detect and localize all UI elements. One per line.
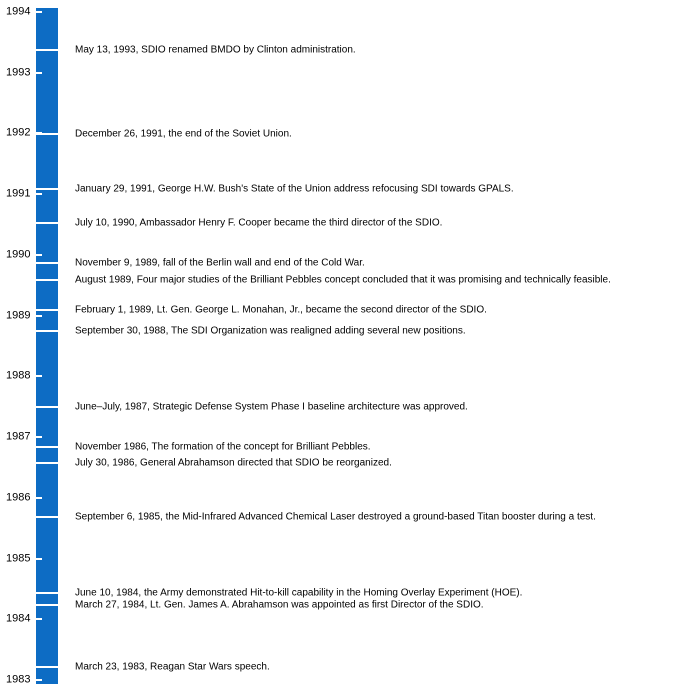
event-label: July 10, 1990, Ambassador Henry F. Coope… xyxy=(75,217,443,229)
timeline-bar xyxy=(36,8,58,684)
year-tick-label: 1985 xyxy=(6,552,31,565)
event-tick-mark xyxy=(36,603,58,606)
event-tick-mark xyxy=(36,262,58,265)
event-tick-mark xyxy=(36,461,58,464)
year-tick-mark xyxy=(36,71,42,74)
event-tick-mark xyxy=(36,405,58,408)
year-tick-label: 1988 xyxy=(6,369,31,382)
year-tick-label: 1992 xyxy=(6,126,31,139)
year-tick-label: 1990 xyxy=(6,248,31,261)
year-tick-label: 1986 xyxy=(6,491,31,504)
event-tick-mark xyxy=(36,309,58,312)
year-tick-mark xyxy=(36,496,42,499)
event-tick-mark xyxy=(36,516,58,519)
event-label: March 27, 1984, Lt. Gen. James A. Abraha… xyxy=(75,599,484,611)
event-tick-mark xyxy=(36,222,58,225)
event-tick-mark xyxy=(36,665,58,668)
year-tick-label: 1987 xyxy=(6,430,31,443)
year-tick-label: 1983 xyxy=(6,673,31,686)
event-label: January 29, 1991, George H.W. Bush's Sta… xyxy=(75,183,514,195)
year-tick-mark xyxy=(36,375,42,378)
year-tick-label: 1984 xyxy=(6,612,31,625)
event-tick-mark xyxy=(36,279,58,282)
year-tick-mark xyxy=(36,193,42,196)
event-label: August 1989, Four major studies of the B… xyxy=(75,274,611,286)
event-label: December 26, 1991, the end of the Soviet… xyxy=(75,128,292,140)
year-tick-mark xyxy=(36,618,42,621)
year-tick-mark xyxy=(36,11,42,13)
year-tick-label: 1994 xyxy=(6,5,31,18)
year-tick-label: 1993 xyxy=(6,66,31,79)
event-label: March 23, 1983, Reagan Star Wars speech. xyxy=(75,661,270,673)
year-tick-mark xyxy=(36,557,42,560)
event-tick-mark xyxy=(36,445,58,448)
event-label: July 30, 1986, General Abrahamson direct… xyxy=(75,457,392,469)
event-label: September 6, 1985, the Mid-Infrared Adva… xyxy=(75,511,596,523)
event-tick-mark xyxy=(36,49,58,52)
event-label: May 13, 1993, SDIO renamed BMDO by Clint… xyxy=(75,44,356,56)
event-tick-mark xyxy=(36,329,58,332)
event-label: November 1986, The formation of the conc… xyxy=(75,441,371,453)
year-tick-mark xyxy=(36,436,42,439)
year-tick-label: 1991 xyxy=(6,187,31,200)
year-tick-mark xyxy=(36,679,42,681)
year-tick-label: 1989 xyxy=(6,309,31,322)
event-label: November 9, 1989, fall of the Berlin wal… xyxy=(75,257,365,269)
event-tick-mark xyxy=(36,188,58,191)
event-label: February 1, 1989, Lt. Gen. George L. Mon… xyxy=(75,304,487,316)
event-label: June–July, 1987, Strategic Defense Syste… xyxy=(75,401,468,413)
event-tick-mark xyxy=(36,591,58,594)
event-label: September 30, 1988, The SDI Organization… xyxy=(75,325,466,337)
event-label: June 10, 1984, the Army demonstrated Hit… xyxy=(75,587,523,599)
year-tick-mark xyxy=(36,314,42,317)
year-tick-mark xyxy=(36,253,42,256)
event-tick-mark xyxy=(36,133,58,136)
